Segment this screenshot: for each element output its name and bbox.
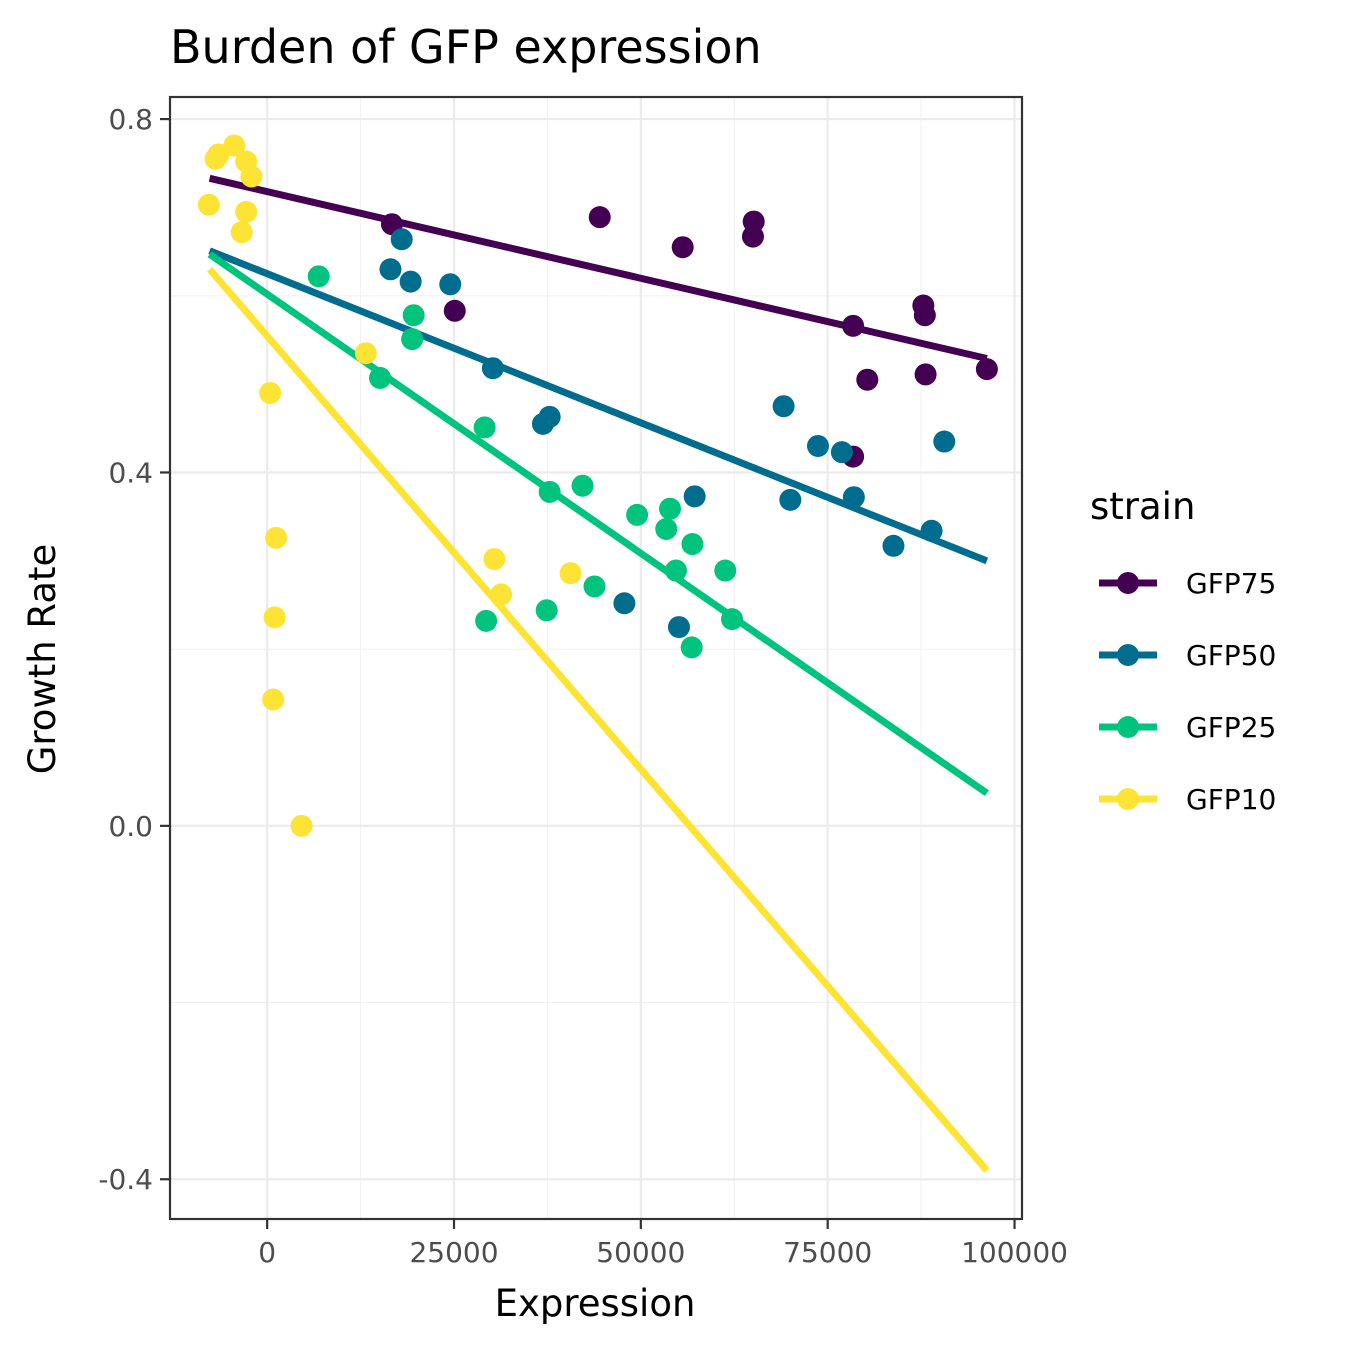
point-gfp50 bbox=[390, 228, 413, 251]
point-gfp10 bbox=[290, 814, 313, 837]
data-points bbox=[197, 134, 998, 837]
point-gfp75 bbox=[913, 304, 936, 327]
point-gfp25 bbox=[658, 497, 681, 520]
point-gfp50 bbox=[779, 488, 802, 511]
point-gfp10 bbox=[262, 688, 285, 711]
point-gfp25 bbox=[538, 480, 561, 503]
legend-key-point bbox=[1117, 644, 1139, 666]
legend-key-point bbox=[1117, 788, 1139, 810]
point-gfp10 bbox=[263, 606, 286, 629]
point-gfp50 bbox=[683, 485, 706, 508]
point-gfp75 bbox=[856, 368, 879, 391]
point-gfp25 bbox=[681, 533, 704, 556]
point-gfp10 bbox=[259, 381, 282, 404]
point-gfp50 bbox=[933, 430, 956, 453]
point-gfp25 bbox=[714, 559, 737, 582]
x-tick-label: 75000 bbox=[783, 1236, 872, 1269]
x-tick-label: 25000 bbox=[409, 1236, 498, 1269]
point-gfp75 bbox=[914, 363, 937, 386]
point-gfp10 bbox=[265, 526, 288, 549]
legend-label: GFP25 bbox=[1186, 711, 1276, 744]
legend-label: GFP10 bbox=[1186, 783, 1276, 816]
legend: strain GFP75 GFP50 GFP25 GFP10 bbox=[1090, 485, 1276, 816]
point-gfp50 bbox=[531, 412, 554, 435]
legend-item-gfp50: GFP50 bbox=[1099, 639, 1276, 672]
point-gfp50 bbox=[613, 592, 636, 615]
point-gfp25 bbox=[571, 474, 594, 497]
x-axis-title: Expression bbox=[495, 1282, 696, 1325]
point-gfp25 bbox=[475, 609, 498, 632]
point-gfp75 bbox=[741, 225, 764, 248]
fit-line-gfp10 bbox=[206, 266, 990, 1173]
point-gfp10 bbox=[354, 342, 377, 365]
legend-item-gfp25: GFP25 bbox=[1099, 711, 1276, 744]
y-axis-title: Growth Rate bbox=[21, 544, 64, 775]
point-gfp50 bbox=[882, 534, 905, 557]
legend-items: GFP75 GFP50 GFP25 GFP10 bbox=[1099, 567, 1276, 816]
point-gfp75 bbox=[975, 358, 998, 381]
point-gfp10 bbox=[230, 221, 253, 244]
point-gfp25 bbox=[307, 265, 330, 288]
point-gfp50 bbox=[830, 441, 853, 464]
point-gfp25 bbox=[535, 599, 558, 622]
point-gfp10 bbox=[483, 548, 506, 571]
point-gfp25 bbox=[402, 304, 425, 327]
point-gfp25 bbox=[369, 366, 392, 389]
legend-label: GFP75 bbox=[1186, 567, 1276, 600]
point-gfp10 bbox=[204, 147, 227, 170]
point-gfp50 bbox=[379, 258, 402, 281]
point-gfp50 bbox=[399, 270, 422, 293]
point-gfp10 bbox=[490, 583, 513, 606]
legend-title: strain bbox=[1090, 485, 1195, 528]
point-gfp25 bbox=[401, 328, 424, 351]
x-tick-label: 50000 bbox=[596, 1236, 685, 1269]
x-tick-label: 100000 bbox=[961, 1236, 1068, 1269]
point-gfp25 bbox=[655, 518, 678, 541]
point-gfp10 bbox=[223, 134, 246, 157]
y-tick-label: 0.4 bbox=[108, 456, 153, 489]
legend-item-gfp10: GFP10 bbox=[1099, 783, 1276, 816]
point-gfp25 bbox=[680, 636, 703, 659]
point-gfp50 bbox=[772, 395, 795, 418]
legend-item-gfp75: GFP75 bbox=[1099, 567, 1276, 600]
fit-line-gfp50 bbox=[208, 247, 989, 565]
y-tick-label: 0.0 bbox=[108, 810, 153, 843]
legend-label: GFP50 bbox=[1186, 639, 1276, 672]
chart-title: Burden of GFP expression bbox=[170, 20, 762, 74]
point-gfp25 bbox=[721, 608, 744, 631]
point-gfp50 bbox=[439, 273, 462, 296]
point-gfp75 bbox=[588, 206, 611, 229]
point-gfp50 bbox=[842, 486, 865, 509]
point-gfp10 bbox=[559, 562, 582, 585]
fit-line-gfp25 bbox=[207, 251, 989, 797]
y-tick-label: -0.4 bbox=[98, 1163, 153, 1196]
point-gfp75 bbox=[671, 236, 694, 259]
panel-border bbox=[168, 95, 1024, 1221]
point-gfp75 bbox=[443, 299, 466, 322]
point-gfp75 bbox=[842, 314, 865, 337]
y-tick-label: 0.8 bbox=[108, 103, 153, 136]
point-gfp50 bbox=[667, 616, 690, 639]
grid bbox=[170, 97, 1022, 1219]
point-gfp25 bbox=[626, 503, 649, 526]
point-gfp50 bbox=[806, 434, 829, 457]
point-gfp10 bbox=[235, 200, 258, 223]
point-gfp25 bbox=[664, 559, 687, 582]
legend-key-point bbox=[1117, 716, 1139, 738]
point-gfp25 bbox=[583, 575, 606, 598]
legend-key-point bbox=[1117, 572, 1139, 594]
point-gfp10 bbox=[240, 165, 263, 188]
point-gfp25 bbox=[473, 416, 496, 439]
axis-ticks: 0 25000 50000 75000 100000 -0.4 0.0 0.4 0.8 bbox=[98, 103, 1068, 1269]
point-gfp50 bbox=[920, 519, 943, 542]
point-gfp50 bbox=[481, 357, 504, 380]
regression-lines bbox=[206, 174, 990, 1173]
point-gfp10 bbox=[197, 193, 220, 216]
x-tick-label: 0 bbox=[258, 1236, 276, 1269]
